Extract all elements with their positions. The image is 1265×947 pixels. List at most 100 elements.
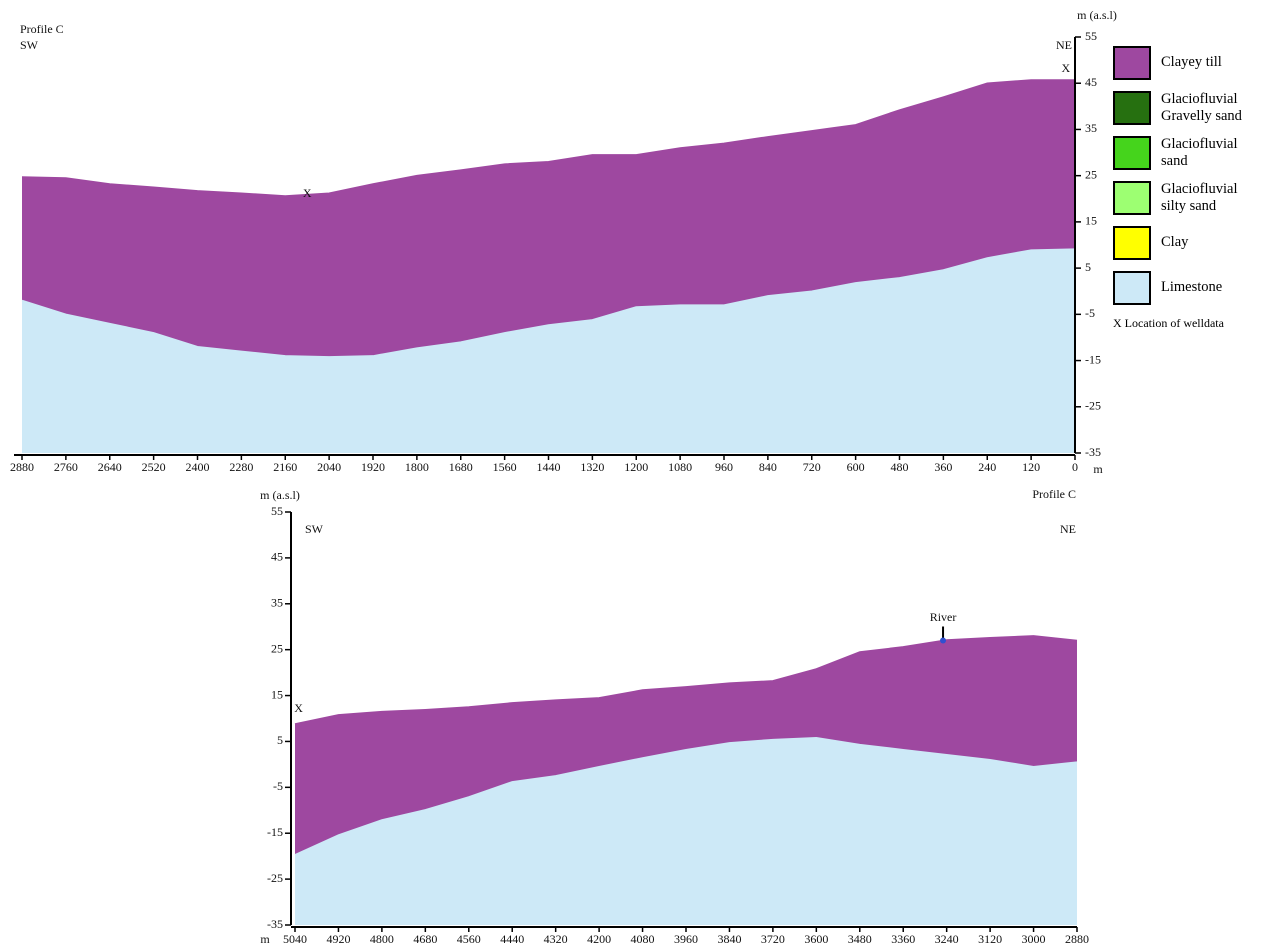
y-tick-label: -15 <box>1085 352 1101 366</box>
y-tick-label: 5 <box>277 733 283 747</box>
legend-swatch <box>1113 181 1151 215</box>
x-tick-label: 360 <box>934 460 952 474</box>
legend-item: Glaciofluvial Gravelly sand <box>1113 85 1263 130</box>
x-tick-label: 720 <box>803 460 821 474</box>
x-tick-label: 960 <box>715 460 733 474</box>
legend-swatch <box>1113 271 1151 305</box>
annotation-label: River <box>930 610 957 624</box>
x-tick-label: 480 <box>891 460 909 474</box>
x-tick-label: 1320 <box>580 460 604 474</box>
legend-item: Limestone <box>1113 265 1263 310</box>
legend-label: Glaciofluvial Gravelly sand <box>1161 91 1261 125</box>
x-tick-label: 3240 <box>935 932 959 946</box>
x-tick-label: 2160 <box>273 460 297 474</box>
y-tick-label: 15 <box>271 687 283 701</box>
x-tick-label: 1800 <box>405 460 429 474</box>
legend-note: X Location of welldata <box>1113 316 1263 331</box>
legend-swatch <box>1113 136 1151 170</box>
x-tick-label: 0 <box>1072 460 1078 474</box>
legend-label: Clayey till <box>1161 54 1261 71</box>
y-tick-label: 55 <box>1085 29 1097 43</box>
direction-label: SW <box>305 522 324 536</box>
y-tick-label: 25 <box>1085 167 1097 181</box>
x-tick-label: 4920 <box>326 932 350 946</box>
x-tick-label: 600 <box>847 460 865 474</box>
x-tick-label: 1920 <box>361 460 385 474</box>
x-tick-label: 3480 <box>848 932 872 946</box>
direction-label: NE <box>1060 522 1076 536</box>
y-tick-label: 25 <box>271 641 283 655</box>
x-tick-label: 2280 <box>229 460 253 474</box>
y-tick-label: -35 <box>1085 445 1101 459</box>
x-tick-label: 4440 <box>500 932 524 946</box>
page: 55 45 35 25 15 5 -5 -15 -25 -35 2880 2760 2640 2520 24… <box>0 0 1265 947</box>
well-marker: X <box>1062 61 1071 75</box>
legend-label: Glaciofluvial sand <box>1161 136 1261 170</box>
y-axis-label: m (a.s.l) <box>260 488 300 502</box>
legend-item: Clayey till <box>1113 40 1263 85</box>
x-tick-label: 1080 <box>668 460 692 474</box>
y-tick-label: -35 <box>267 917 283 931</box>
x-tick-label: 3360 <box>891 932 915 946</box>
y-tick-label: -25 <box>267 871 283 885</box>
x-tick-label: 120 <box>1022 460 1040 474</box>
x-tick-label: 4560 <box>457 932 481 946</box>
legend-label: Glaciofluvial silty sand <box>1161 181 1261 215</box>
x-tick-label: 4800 <box>370 932 394 946</box>
x-tick-label: 3000 <box>1022 932 1046 946</box>
y-tick-label: 35 <box>271 596 283 610</box>
x-tick-label: 5040 <box>283 932 307 946</box>
x-tick-label: 840 <box>759 460 777 474</box>
y-tick-label: -25 <box>1085 399 1101 413</box>
well-marker: X <box>294 701 303 715</box>
y-tick-label: 45 <box>1085 75 1097 89</box>
x-tick-label: 2400 <box>186 460 210 474</box>
x-tick-label: 1560 <box>493 460 517 474</box>
chart: 55 45 35 25 15 5 -5 -15 -25 -35 2880 2760 2640 2520 24… <box>0 0 1265 947</box>
direction-label: NE <box>1056 38 1072 52</box>
x-tick-label: 2040 <box>317 460 341 474</box>
x-axis-label: m <box>1093 462 1103 476</box>
profile-title: Profile C <box>20 22 64 36</box>
x-tick-label: 2760 <box>54 460 78 474</box>
x-tick-label: 3600 <box>804 932 828 946</box>
y-tick-label: 5 <box>1085 260 1091 274</box>
profile-title: Profile C <box>1032 487 1076 501</box>
x-tick-label: 3720 <box>761 932 785 946</box>
x-tick-label: 240 <box>978 460 996 474</box>
well-marker: X <box>303 186 312 200</box>
x-tick-label: 4320 <box>544 932 568 946</box>
y-tick-label: -5 <box>1085 306 1095 320</box>
legend-item: Glaciofluvial silty sand <box>1113 175 1263 220</box>
x-tick-label: 3840 <box>717 932 741 946</box>
legend-item: Glaciofluvial sand <box>1113 130 1263 175</box>
legend-swatch <box>1113 46 1151 80</box>
x-tick-label: 3120 <box>978 932 1002 946</box>
x-tick-label: 2520 <box>142 460 166 474</box>
x-tick-label: 2640 <box>98 460 122 474</box>
y-tick-label: -15 <box>267 825 283 839</box>
x-tick-label: 1440 <box>537 460 561 474</box>
x-tick-label: 3960 <box>674 932 698 946</box>
legend-item: Clay <box>1113 220 1263 265</box>
legend-swatch <box>1113 91 1151 125</box>
y-tick-label: 55 <box>271 504 283 518</box>
legend-swatch <box>1113 226 1151 260</box>
y-tick-label: 35 <box>1085 121 1097 135</box>
x-axis-label: m <box>260 932 270 946</box>
y-tick-label: -5 <box>273 779 283 793</box>
x-tick-label: 1680 <box>449 460 473 474</box>
y-tick-label: 15 <box>1085 214 1097 228</box>
x-tick-label: 4080 <box>631 932 655 946</box>
x-tick-label: 4200 <box>587 932 611 946</box>
x-tick-label: 4680 <box>413 932 437 946</box>
legend: Clayey till Glaciofluvial Gravelly sand Gl… <box>1113 40 1263 331</box>
x-tick-label: 2880 <box>10 460 34 474</box>
annotation-point <box>940 637 946 643</box>
direction-label: SW <box>20 38 39 52</box>
x-tick-label: 1200 <box>624 460 648 474</box>
x-tick-label: 2880 <box>1065 932 1089 946</box>
legend-label: Clay <box>1161 234 1261 251</box>
y-tick-label: 45 <box>271 550 283 564</box>
y-axis-label: m (a.s.l) <box>1077 8 1117 22</box>
